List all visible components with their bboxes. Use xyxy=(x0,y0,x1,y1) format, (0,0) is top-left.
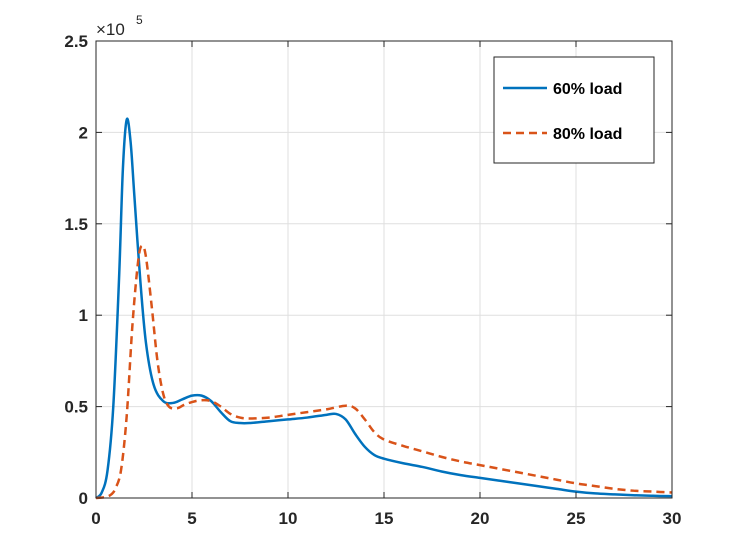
y-tick-label: 0 xyxy=(79,489,88,508)
y-exponent-base: ×10 xyxy=(96,20,125,39)
series-layer xyxy=(95,117,673,500)
y-tick-label: 1 xyxy=(79,306,88,325)
x-tick-label: 10 xyxy=(279,509,298,528)
x-tick-label: 30 xyxy=(663,509,682,528)
y-tick-label: 1.5 xyxy=(64,215,88,234)
y-tick-label: 0.5 xyxy=(64,398,88,417)
ticks xyxy=(95,40,673,499)
y-tick-label: 2.5 xyxy=(64,32,88,51)
x-tick-label: 15 xyxy=(375,509,394,528)
series-line-60-load xyxy=(95,117,673,500)
y-exponent: ×10 5 xyxy=(96,13,143,39)
x-tick-label: 20 xyxy=(471,509,490,528)
tick-labels: 0 5 10 15 20 25 30 0 0.5 1 1.5 2 2.5 xyxy=(64,32,681,528)
x-tick-label: 25 xyxy=(567,509,586,528)
x-tick-label: 0 xyxy=(91,509,100,528)
legend: 60% load 80% load xyxy=(493,56,655,164)
legend-label-60-load: 60% load xyxy=(553,81,622,98)
x-tick-label: 5 xyxy=(187,509,196,528)
series-line-80-load xyxy=(95,244,673,500)
y-tick-label: 2 xyxy=(79,123,88,142)
legend-box xyxy=(493,56,655,164)
legend-label-80-load: 80% load xyxy=(553,126,622,143)
y-exponent-power: 5 xyxy=(136,13,143,27)
